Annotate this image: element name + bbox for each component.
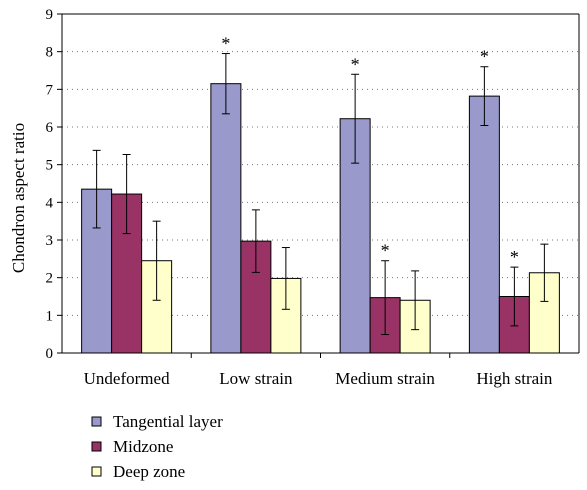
bars <box>82 84 560 353</box>
x-category-label: High strain <box>476 369 553 388</box>
x-category-labels: Undeformed Low strain Medium strain High st… <box>84 369 553 388</box>
legend-swatch <box>92 467 101 476</box>
significance-star: * <box>351 54 360 74</box>
y-tick-label: 9 <box>46 7 54 23</box>
y-axis-title: Chondron aspect ratio <box>9 123 28 273</box>
legend-swatch <box>92 442 101 451</box>
y-tick-label: 6 <box>46 120 54 136</box>
y-tick-label: 0 <box>46 346 54 362</box>
y-tick-label: 4 <box>46 195 54 211</box>
y-tick-labels: 0 1 2 3 4 5 6 7 8 9 <box>46 7 54 362</box>
significance-star: * <box>510 247 519 267</box>
significance-star: * <box>480 47 489 67</box>
legend-swatch <box>92 417 101 426</box>
significance-star: * <box>221 34 230 54</box>
legend-label: Deep zone <box>113 462 185 481</box>
bar <box>469 96 499 353</box>
x-category-label: Undeformed <box>84 369 170 388</box>
significance-star: * <box>381 241 390 261</box>
y-tick-label: 7 <box>46 82 54 98</box>
x-category-label: Medium strain <box>335 369 435 388</box>
y-tick-label: 5 <box>46 158 54 174</box>
y-tick-label: 3 <box>46 233 54 249</box>
legend-label: Midzone <box>113 437 173 456</box>
bar <box>211 84 241 353</box>
x-category-label: Low strain <box>219 369 293 388</box>
legend: Tangential layer Midzone Deep zone <box>92 412 223 481</box>
y-tick-label: 1 <box>46 308 54 324</box>
legend-label: Tangential layer <box>113 412 223 431</box>
y-tick-label: 2 <box>46 271 54 287</box>
y-tick-label: 8 <box>46 45 54 61</box>
